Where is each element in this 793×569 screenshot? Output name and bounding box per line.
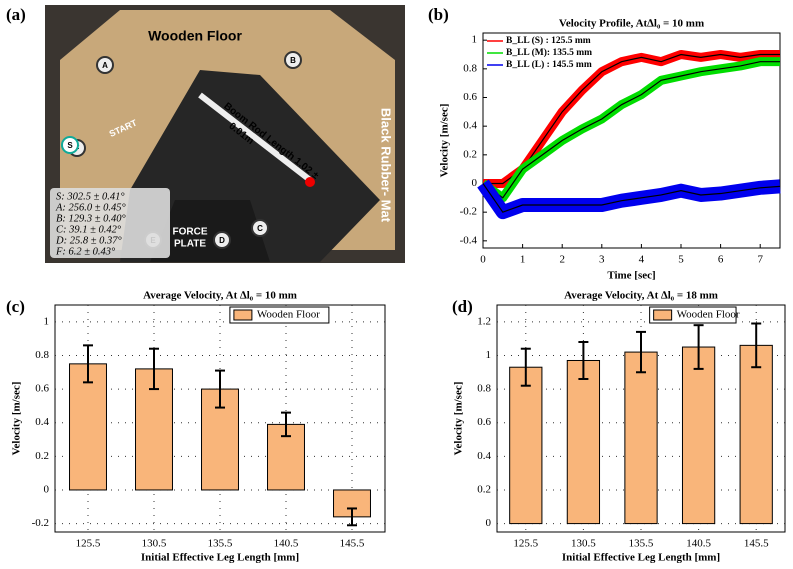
y-tick-label: 0.8 [35, 349, 49, 361]
angle-text: D: 25.8 ± 0.37° [55, 235, 122, 246]
x-tick-label: 145.5 [340, 538, 365, 550]
x-tick-label: 3 [599, 254, 605, 266]
marker-label: D [219, 236, 225, 245]
y-tick-label: 0 [472, 177, 478, 189]
x-tick-label: 4 [639, 254, 645, 266]
panel-label: (d) [452, 297, 473, 316]
bar [681, 346, 716, 525]
y-tick-label: 0.4 [35, 416, 49, 428]
angle-text: C: 39.1 ± 0.42° [56, 224, 122, 235]
marker-circle [96, 56, 114, 74]
x-tick-label: 125.5 [76, 538, 101, 550]
y-tick-label: 0.2 [463, 148, 477, 160]
angle-text: S: 302.5 ± 0.41° [56, 191, 125, 202]
x-tick-label: 140.5 [686, 538, 711, 550]
y-tick-label: 0.6 [477, 416, 491, 428]
y-tick-label: 1.2 [477, 315, 491, 327]
legend-label: B_LL (S) : 125.5 mm [506, 35, 591, 46]
y-tick-label: 0.4 [477, 450, 491, 462]
marker-label: B [290, 56, 296, 65]
angle-box [50, 188, 170, 258]
y-tick-label: 0.4 [463, 120, 477, 132]
panel-label: (b) [428, 5, 449, 24]
x-axis-label: Initial Effective Leg Length [mm] [141, 552, 299, 564]
x-tick-label: 125.5 [513, 538, 538, 550]
legend-swatch [233, 309, 253, 321]
marker-circle [213, 231, 231, 249]
marker-label: S [67, 141, 73, 150]
x-tick-label: 0 [480, 254, 486, 266]
legend-box [229, 306, 330, 324]
chart-title: Average Velocity, At ∆l₀ = 10 mm [143, 290, 297, 302]
marker-circle [251, 219, 269, 237]
rod-end [305, 177, 315, 187]
marker-label: C [257, 224, 263, 233]
y-tick-label: 0.8 [477, 383, 491, 395]
y-tick-label: 0 [44, 483, 50, 495]
bar [739, 344, 773, 525]
panel-label: (a) [6, 5, 26, 24]
x-tick-label: 130.5 [142, 538, 167, 550]
y-tick-label: 0.2 [35, 450, 49, 462]
series-line [482, 183, 781, 213]
x-tick-label: 135.5 [208, 538, 233, 550]
y-axis-label: Velocity [m/sec] [439, 104, 451, 178]
x-axis-label: Initial Effective Leg Length [mm] [562, 552, 720, 564]
marker-circle [61, 136, 79, 154]
photo-text: Wooden Floor [148, 28, 242, 44]
y-tick-label: 1 [472, 34, 478, 46]
bar [509, 366, 543, 525]
angle-text: B: 129.3 ± 0.40° [56, 213, 127, 224]
angle-text: A: 256.0 ± 0.45° [55, 202, 127, 213]
y-axis-label: Velocity [m/sec] [11, 382, 23, 456]
y-tick-label: 0.6 [35, 383, 49, 395]
marker-label: A [102, 61, 108, 70]
x-tick-label: 140.5 [274, 538, 299, 550]
legend-label: Wooden Floor [257, 309, 320, 321]
y-axis-label: Velocity [m/sec] [453, 382, 465, 456]
y-tick-label: 0.8 [463, 62, 477, 74]
legend-label: B_LL (L) : 145.5 mm [506, 59, 592, 70]
y-tick-label: -0.2 [32, 517, 49, 529]
legend-label: B_LL (M): 135.5 mm [506, 47, 592, 58]
chart-title: Velocity Profile, At∆l₀ = 10 mm [559, 18, 704, 30]
y-tick-label: -0.2 [460, 206, 477, 218]
angles: S: 302.5 ± 0.41°A: 256.0 ± 0.45°B: 129.3… [55, 191, 127, 257]
x-tick-label: 145.5 [744, 538, 769, 550]
x-tick-label: 1 [520, 254, 526, 266]
force-plate [150, 200, 270, 262]
y-tick-label: 0 [486, 517, 492, 529]
y-tick-label: 1 [44, 315, 50, 327]
series-line [482, 61, 780, 199]
x-tick-label: 6 [718, 254, 724, 266]
panel-label: (c) [6, 297, 25, 316]
marker-circle [284, 51, 302, 69]
y-tick-label: 0.6 [463, 91, 477, 103]
y-tick-label: -0.4 [460, 234, 478, 246]
x-tick-label: 5 [678, 254, 684, 266]
legend-swatch [653, 309, 673, 321]
photo-panel: (a) Wooden Floor Black Rubber- Mat START… [6, 5, 405, 263]
photo-text: PLATE [174, 239, 206, 250]
series-line [483, 53, 780, 185]
x-tick-label: 7 [757, 254, 763, 266]
x-tick-label: 2 [559, 254, 565, 266]
bar [624, 351, 658, 525]
x-tick-label: 135.5 [629, 538, 654, 550]
legend-label: Wooden Floor [677, 309, 740, 321]
angle-text: F: 6.2 ± 0.43° [55, 246, 116, 257]
bar [566, 359, 601, 525]
chart-title: Average Velocity, At ∆l₀ = 18 mm [564, 290, 718, 302]
photo-text: Black Rubber- Mat [379, 108, 394, 223]
boom-rod [198, 92, 312, 183]
y-tick-label: 0.2 [477, 483, 491, 495]
x-tick-label: 130.5 [571, 538, 596, 550]
y-tick-label: 1 [486, 349, 492, 361]
markers: ABCDEFS [61, 51, 302, 249]
x-axis-label: Time [sec] [607, 270, 655, 282]
photo-text: FORCE [173, 227, 208, 238]
